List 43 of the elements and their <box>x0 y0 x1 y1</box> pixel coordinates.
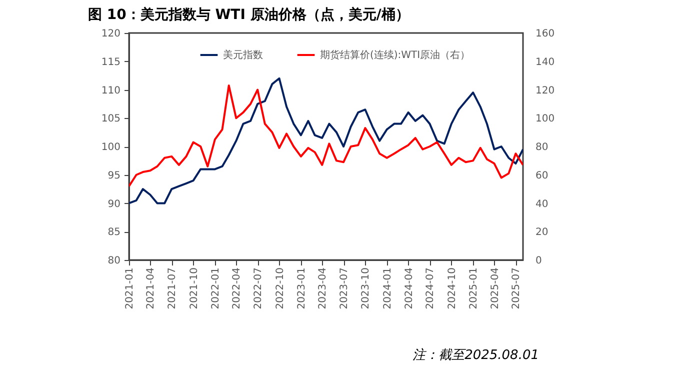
y2-tick-label: 120 <box>536 85 555 96</box>
y2-tick-label: 20 <box>536 227 548 238</box>
text: 注：截至2025.08.01 <box>412 347 539 364</box>
x-tick-label: 2021-10 <box>188 268 200 310</box>
y-tick-label: 95 <box>108 170 120 182</box>
y-tick-label: 105 <box>101 114 120 125</box>
x-tick-label: 2024-10 <box>446 268 458 310</box>
x-tick-label: 2023-01 <box>296 268 308 310</box>
x-tick-label: 2025-07 <box>511 268 522 310</box>
x-tick-label: 2023-10 <box>360 268 372 310</box>
y2-tick-label: 160 <box>536 28 555 40</box>
y2-tick-label: 0 <box>536 256 542 266</box>
y-tick-label: 100 <box>101 142 120 153</box>
x-tick-label: 2025-01 <box>468 268 480 310</box>
x-tick-label: 2022-01 <box>210 268 222 310</box>
x-tick-label: 2024-01 <box>382 268 394 310</box>
y2-tick-label: 100 <box>536 114 555 125</box>
x-tick-label: 2023-04 <box>318 268 329 310</box>
legend-label: 美元指数 <box>223 49 263 61</box>
x-tick-label: 2022-07 <box>253 268 264 310</box>
chart-title: 图 10：美元指数与 WTI 原油价格（点，美元/桶） <box>88 6 410 24</box>
y2-tick-label: 140 <box>536 56 555 68</box>
x-tick-label: 2021-07 <box>167 268 178 310</box>
y-tick-label: 90 <box>108 198 120 210</box>
y2-tick-label: 40 <box>536 198 548 210</box>
y-tick-label: 110 <box>101 85 120 96</box>
x-tick-label: 2021-01 <box>124 268 136 310</box>
y-tick-label: 120 <box>101 28 120 40</box>
x-tick-label: 2024-07 <box>425 268 436 310</box>
legend-label: 期货结算价(连续):WTI原油（右） <box>320 49 470 61</box>
x-tick-label: 2022-04 <box>232 268 243 310</box>
y-tick-label: 85 <box>108 227 120 238</box>
line-series <box>129 77 523 204</box>
x-tick-label: 2023-07 <box>339 268 350 310</box>
line-series <box>129 84 523 188</box>
x-tick-label: 2021-04 <box>146 268 157 310</box>
x-tick-label: 2024-04 <box>404 268 415 310</box>
x-tick-label: 2022-10 <box>274 268 286 310</box>
x-tick-label: 2025-04 <box>490 268 501 310</box>
y-tick-label: 80 <box>108 256 120 266</box>
y-tick-label: 115 <box>101 56 120 68</box>
y2-tick-label: 80 <box>536 142 548 153</box>
y2-tick-label: 60 <box>536 170 548 182</box>
